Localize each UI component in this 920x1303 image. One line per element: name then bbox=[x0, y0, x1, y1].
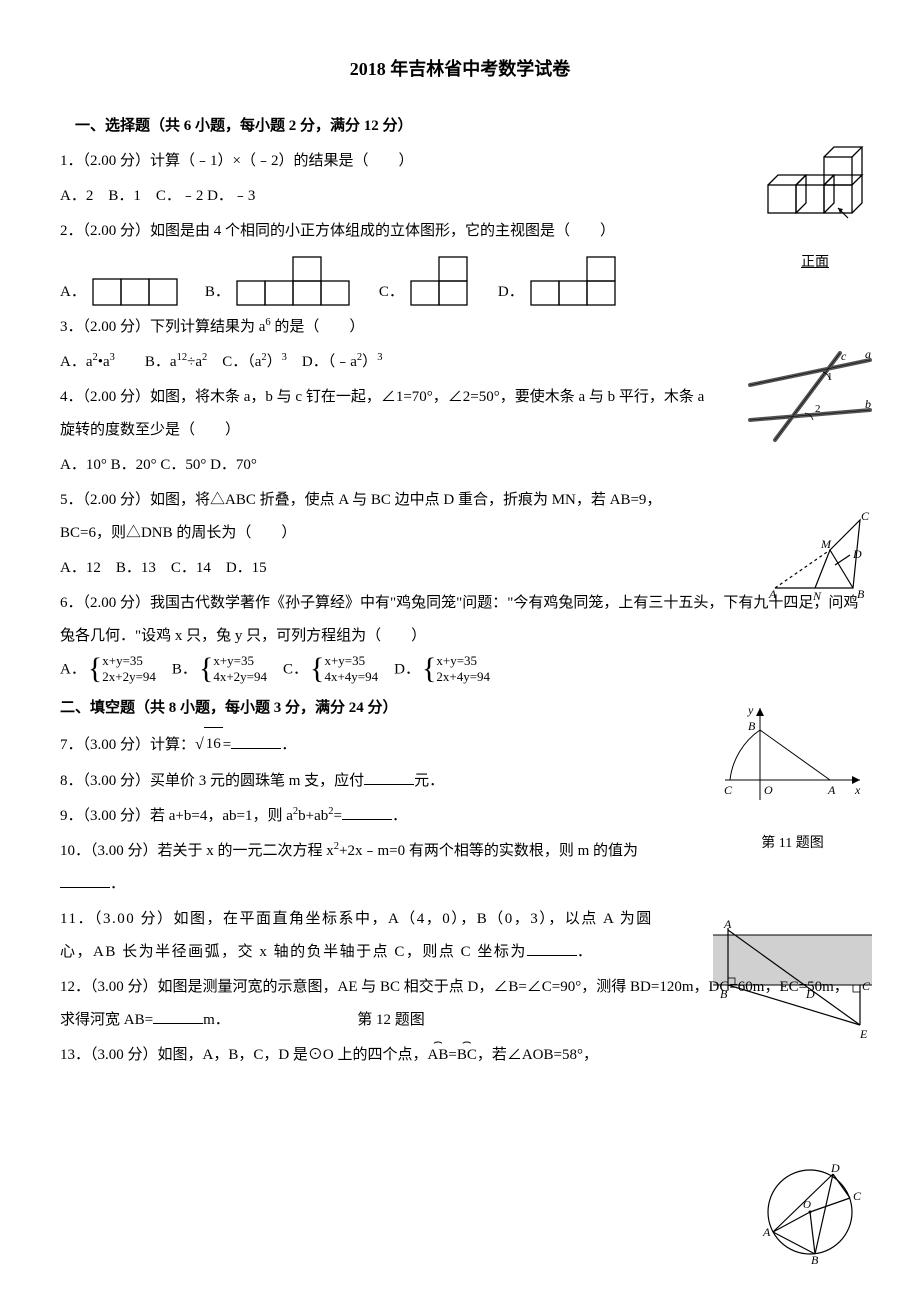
q2-optB: B． bbox=[205, 276, 230, 309]
q6-text: 6．（2.00 分）我国古代数学著作《孙子算经》中有"鸡兔同笼"问题："今有鸡兔… bbox=[60, 595, 858, 644]
q1-text: 1．（2.00 分）计算（﹣1）×（﹣2）的结果是（ ） bbox=[60, 153, 413, 169]
q4-text: 4．（2.00 分）如图，将木条 a，b 与 c 钉在一起，∠1=70°，∠2=… bbox=[60, 389, 704, 438]
q9-blank bbox=[342, 805, 392, 820]
svg-text:B: B bbox=[811, 1253, 819, 1265]
q5-text: 5．（2.00 分）如图，将△ABC 折叠，使点 A 与 BC 边中点 D 重合… bbox=[60, 492, 661, 541]
q2-fig-label: 正面 bbox=[760, 248, 870, 279]
q12-blank bbox=[153, 1009, 203, 1024]
svg-text:y: y bbox=[747, 703, 754, 717]
q11: 11．（3.00 分）如图，在平面直角坐标系中，A（4，0），B（0，3），以点… bbox=[60, 903, 860, 969]
svg-text:C: C bbox=[862, 979, 871, 993]
q8-blank bbox=[364, 770, 414, 785]
q2-optD: D． bbox=[498, 276, 524, 309]
svg-text:a: a bbox=[865, 350, 871, 361]
section1-header: 一、选择题（共 6 小题，每小题 2 分，满分 12 分） bbox=[60, 110, 860, 143]
q8: 8．（3.00 分）买单价 3 元的圆珠笔 m 支，应付元． bbox=[60, 765, 860, 798]
svg-text:D: D bbox=[830, 1161, 840, 1175]
q2-options: A． B． C． D． bbox=[60, 254, 860, 309]
q6-options: A．{x+y=352x+2y=94 B．{x+y=354x+2y=94 C．{x… bbox=[60, 653, 860, 687]
q2-text: 2．（2.00 分）如图是由 4 个相同的小正方体组成的立体图形，它的主视图是（… bbox=[60, 223, 615, 239]
q3: 3．（2.00 分）下列计算结果为 a6 的是（ ） bbox=[60, 311, 860, 344]
q4: 4．（2.00 分）如图，将木条 a，b 与 c 钉在一起，∠1=70°，∠2=… bbox=[60, 381, 860, 447]
q12-fig-label: 第 12 题图 bbox=[357, 1012, 425, 1028]
q2-optA: A． bbox=[60, 276, 86, 309]
q13-figure: A B C D O bbox=[755, 1160, 865, 1278]
q9: 9．（3.00 分）若 a+b=4，ab=1，则 a2b+ab2=． bbox=[60, 800, 860, 833]
q1: 1．（2.00 分）计算（﹣1）×（﹣2）的结果是（ ） bbox=[60, 145, 860, 178]
q2-optC: C． bbox=[379, 276, 404, 309]
svg-text:C: C bbox=[861, 510, 870, 523]
exam-title: 2018 年吉林省中考数学试卷 bbox=[60, 50, 860, 90]
svg-text:O: O bbox=[803, 1199, 811, 1211]
q7: 7．（3.00 分）计算：√16=． bbox=[60, 727, 860, 762]
svg-text:b: b bbox=[865, 397, 871, 411]
q10: 10．（3.00 分）若关于 x 的一元二次方程 x2+2x﹣m=0 有两个相等… bbox=[60, 835, 860, 901]
q10-blank bbox=[60, 873, 110, 888]
q4-options: A．10° B．20° C．50° D．70° bbox=[60, 449, 860, 482]
q11-blank bbox=[527, 941, 577, 956]
q6: 6．（2.00 分）我国古代数学著作《孙子算经》中有"鸡兔同笼"问题："今有鸡兔… bbox=[60, 587, 860, 653]
q3-options: A．a2•a3 B．a12÷a2 C．（a2）3 D．（﹣a2）3 bbox=[60, 346, 860, 379]
q7-blank bbox=[231, 734, 281, 749]
q2: 2．（2.00 分）如图是由 4 个相同的小正方体组成的立体图形，它的主视图是（… bbox=[60, 215, 860, 248]
svg-text:E: E bbox=[859, 1027, 868, 1041]
q5: 5．（2.00 分）如图，将△ABC 折叠，使点 A 与 BC 边中点 D 重合… bbox=[60, 484, 860, 550]
q13: 13．（3.00 分）如图，A，B，C，D 是⊙O 上的四个点，AB=BC，若∠… bbox=[60, 1039, 860, 1072]
q5-options: A．12 B．13 C．14 D．15 bbox=[60, 552, 860, 585]
svg-text:A: A bbox=[762, 1225, 771, 1239]
svg-text:C: C bbox=[853, 1189, 862, 1203]
q1-options: A．2 B．1 C．﹣2 D．﹣3 bbox=[60, 180, 860, 213]
